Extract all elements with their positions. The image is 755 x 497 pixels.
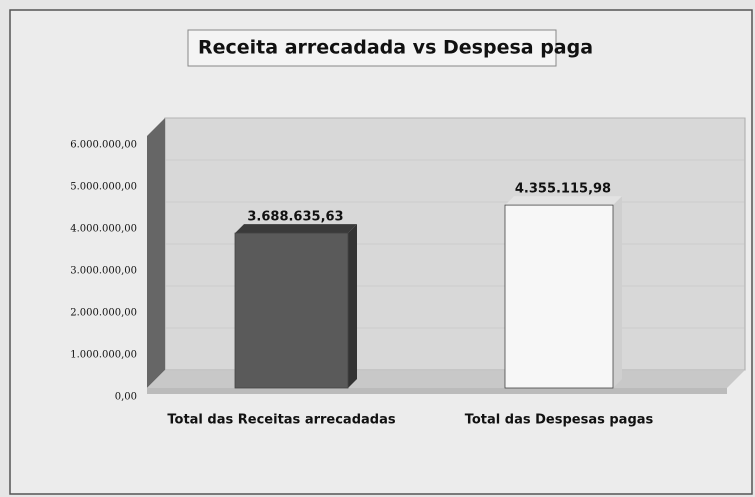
value-label: 4.355.115,98: [515, 182, 611, 197]
side-wall: [147, 118, 165, 388]
y-tick-label: 5.000.000,00: [70, 182, 137, 193]
floor-edge: [147, 388, 727, 394]
bar-top: [505, 196, 622, 206]
x-tick-label: Total das Despesas pagas: [465, 413, 654, 428]
bar-side: [348, 224, 357, 388]
y-tick-label: 0,00: [115, 392, 137, 403]
chart-title: Receita arrecadada vs Despesa paga: [198, 37, 593, 59]
y-tick-label: 2.000.000,00: [70, 308, 137, 319]
bar-side: [613, 196, 622, 388]
bar: [234, 232, 349, 389]
value-label: 3.688.635,63: [247, 210, 343, 225]
y-tick-label: 6.000.000,00: [70, 140, 137, 151]
y-tick-label: 4.000.000,00: [70, 224, 137, 235]
bar-top: [235, 224, 357, 234]
bar: [504, 204, 614, 389]
x-tick-label: Total das Receitas arrecadadas: [167, 413, 395, 428]
y-tick-label: 3.000.000,00: [70, 266, 137, 277]
y-tick-label: 1.000.000,00: [70, 350, 137, 361]
title-box: [187, 29, 557, 67]
